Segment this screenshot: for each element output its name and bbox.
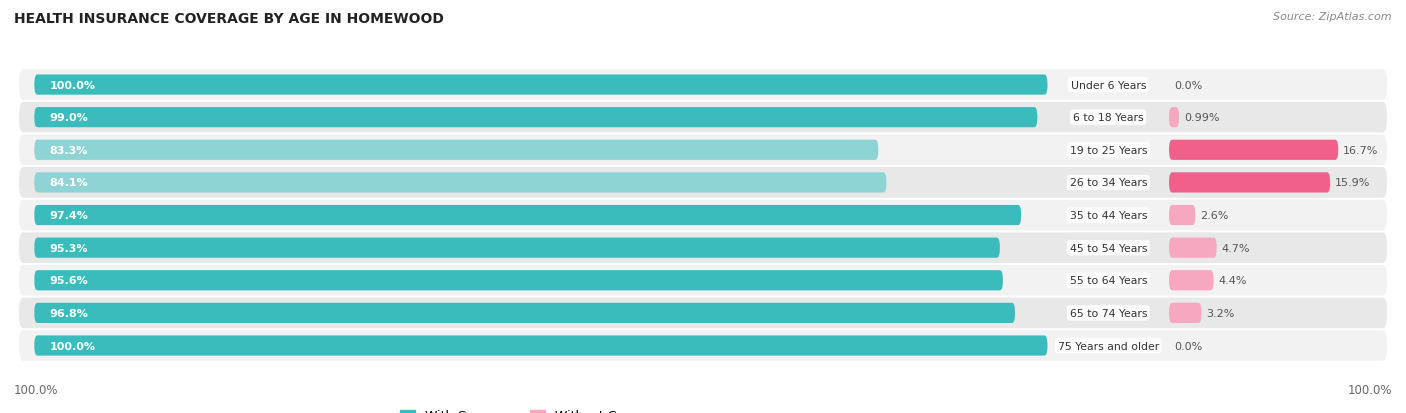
FancyBboxPatch shape [1168, 108, 1180, 128]
Text: 6 to 18 Years: 6 to 18 Years [1073, 113, 1143, 123]
Text: 100.0%: 100.0% [1347, 384, 1392, 396]
FancyBboxPatch shape [34, 75, 1047, 95]
Text: 0.99%: 0.99% [1184, 113, 1219, 123]
Text: 2.6%: 2.6% [1201, 211, 1229, 221]
Text: 100.0%: 100.0% [14, 384, 59, 396]
FancyBboxPatch shape [1168, 303, 1202, 323]
Text: 99.0%: 99.0% [49, 113, 89, 123]
Text: Under 6 Years: Under 6 Years [1070, 81, 1146, 90]
Text: 65 to 74 Years: 65 to 74 Years [1070, 308, 1147, 318]
FancyBboxPatch shape [1168, 205, 1195, 225]
Text: 100.0%: 100.0% [49, 341, 96, 351]
Text: 35 to 44 Years: 35 to 44 Years [1070, 211, 1147, 221]
Text: 95.3%: 95.3% [49, 243, 89, 253]
Text: 0.0%: 0.0% [1174, 341, 1202, 351]
FancyBboxPatch shape [20, 70, 1386, 101]
FancyBboxPatch shape [20, 233, 1386, 263]
FancyBboxPatch shape [34, 336, 1047, 356]
FancyBboxPatch shape [34, 108, 1038, 128]
FancyBboxPatch shape [20, 265, 1386, 296]
FancyBboxPatch shape [34, 140, 879, 161]
Text: 97.4%: 97.4% [49, 211, 89, 221]
FancyBboxPatch shape [34, 173, 886, 193]
FancyBboxPatch shape [20, 102, 1386, 133]
FancyBboxPatch shape [20, 135, 1386, 166]
FancyBboxPatch shape [34, 303, 1015, 323]
FancyBboxPatch shape [34, 271, 1002, 291]
FancyBboxPatch shape [1168, 140, 1339, 161]
Text: 26 to 34 Years: 26 to 34 Years [1070, 178, 1147, 188]
Text: 75 Years and older: 75 Years and older [1057, 341, 1159, 351]
Text: 95.6%: 95.6% [49, 275, 89, 285]
FancyBboxPatch shape [1168, 238, 1216, 258]
FancyBboxPatch shape [1168, 271, 1213, 291]
Text: 15.9%: 15.9% [1336, 178, 1371, 188]
Text: 84.1%: 84.1% [49, 178, 89, 188]
FancyBboxPatch shape [20, 200, 1386, 231]
FancyBboxPatch shape [20, 168, 1386, 198]
FancyBboxPatch shape [34, 238, 1000, 258]
Text: 19 to 25 Years: 19 to 25 Years [1070, 145, 1147, 155]
Text: 16.7%: 16.7% [1343, 145, 1379, 155]
FancyBboxPatch shape [20, 298, 1386, 328]
Text: Source: ZipAtlas.com: Source: ZipAtlas.com [1274, 12, 1392, 22]
Text: HEALTH INSURANCE COVERAGE BY AGE IN HOMEWOOD: HEALTH INSURANCE COVERAGE BY AGE IN HOME… [14, 12, 444, 26]
FancyBboxPatch shape [1168, 173, 1330, 193]
Text: 100.0%: 100.0% [49, 81, 96, 90]
Legend: With Coverage, Without Coverage: With Coverage, Without Coverage [395, 404, 673, 413]
Text: 0.0%: 0.0% [1174, 81, 1202, 90]
FancyBboxPatch shape [34, 205, 1021, 225]
Text: 4.4%: 4.4% [1219, 275, 1247, 285]
Text: 3.2%: 3.2% [1206, 308, 1234, 318]
FancyBboxPatch shape [20, 330, 1386, 361]
Text: 45 to 54 Years: 45 to 54 Years [1070, 243, 1147, 253]
Text: 55 to 64 Years: 55 to 64 Years [1070, 275, 1147, 285]
Text: 83.3%: 83.3% [49, 145, 89, 155]
Text: 96.8%: 96.8% [49, 308, 89, 318]
Text: 4.7%: 4.7% [1222, 243, 1250, 253]
